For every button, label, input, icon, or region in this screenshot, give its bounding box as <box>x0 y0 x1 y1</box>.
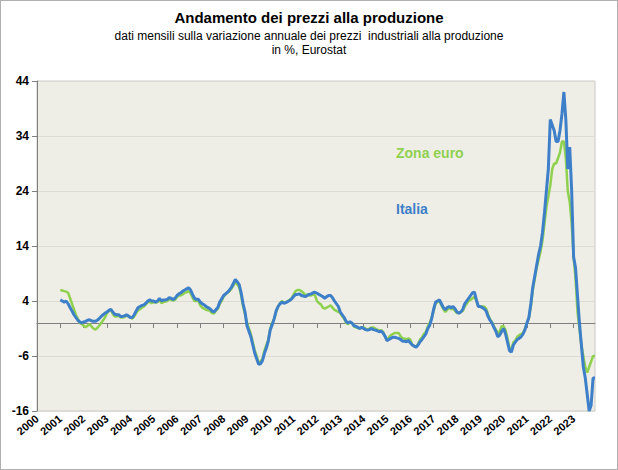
svg-text:2001: 2001 <box>38 412 64 437</box>
svg-text:2007: 2007 <box>178 412 204 437</box>
svg-text:Zona euro: Zona euro <box>396 145 464 161</box>
svg-text:2019: 2019 <box>458 412 484 437</box>
svg-text:Italia: Italia <box>396 201 428 217</box>
svg-text:-16: -16 <box>12 404 30 418</box>
svg-text:2005: 2005 <box>131 412 157 437</box>
svg-text:44: 44 <box>16 74 30 88</box>
svg-text:2013: 2013 <box>318 412 344 437</box>
svg-text:2018: 2018 <box>434 412 460 437</box>
svg-text:2003: 2003 <box>84 412 110 437</box>
svg-text:4: 4 <box>22 294 29 308</box>
svg-text:2016: 2016 <box>388 412 414 437</box>
svg-text:2021: 2021 <box>504 412 530 437</box>
svg-text:2011: 2011 <box>271 412 297 437</box>
svg-text:2008: 2008 <box>201 412 227 437</box>
svg-text:2012: 2012 <box>294 412 320 437</box>
svg-text:2000: 2000 <box>14 412 40 437</box>
svg-text:2010: 2010 <box>248 412 274 437</box>
svg-text:Andamento dei prezzi alla prod: Andamento dei prezzi alla produzione <box>174 9 443 26</box>
svg-text:2002: 2002 <box>61 412 87 437</box>
svg-text:2006: 2006 <box>154 412 180 437</box>
svg-text:dati mensili sulla variazione: dati mensili sulla variazione annuale de… <box>115 29 504 43</box>
svg-text:2022: 2022 <box>528 412 554 437</box>
svg-text:2014: 2014 <box>341 412 368 437</box>
svg-text:14: 14 <box>16 239 30 253</box>
svg-text:24: 24 <box>16 184 30 198</box>
svg-text:in %, Eurostat: in %, Eurostat <box>272 43 347 57</box>
svg-text:-6: -6 <box>18 349 29 363</box>
svg-text:2023: 2023 <box>551 412 577 437</box>
svg-text:2015: 2015 <box>364 412 390 437</box>
svg-text:2004: 2004 <box>108 412 135 437</box>
svg-text:2009: 2009 <box>224 412 250 437</box>
svg-text:34: 34 <box>16 129 30 143</box>
svg-text:2017: 2017 <box>411 412 437 437</box>
svg-text:2020: 2020 <box>481 412 507 437</box>
